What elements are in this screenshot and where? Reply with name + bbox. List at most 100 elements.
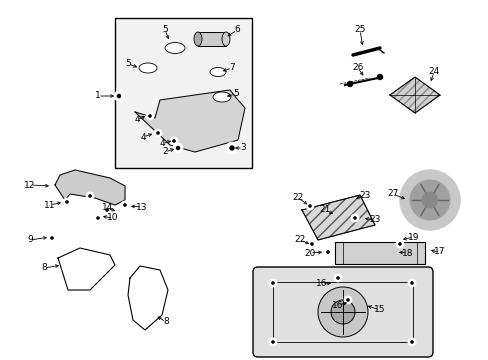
Circle shape bbox=[307, 240, 315, 248]
Circle shape bbox=[336, 276, 339, 280]
Text: 26: 26 bbox=[351, 63, 363, 72]
Circle shape bbox=[409, 340, 413, 344]
Text: 14: 14 bbox=[102, 203, 113, 212]
Text: 25: 25 bbox=[354, 26, 365, 35]
Text: 4: 4 bbox=[134, 116, 140, 125]
Text: 23: 23 bbox=[359, 190, 370, 199]
Ellipse shape bbox=[139, 63, 157, 73]
Circle shape bbox=[170, 137, 178, 145]
Circle shape bbox=[103, 206, 111, 214]
Circle shape bbox=[325, 250, 329, 254]
Circle shape bbox=[421, 192, 437, 208]
Text: 15: 15 bbox=[373, 306, 385, 315]
Ellipse shape bbox=[213, 92, 230, 102]
Ellipse shape bbox=[222, 32, 229, 46]
Text: 18: 18 bbox=[402, 248, 413, 257]
Circle shape bbox=[63, 198, 71, 206]
Circle shape bbox=[399, 170, 459, 230]
Circle shape bbox=[352, 216, 356, 220]
Circle shape bbox=[409, 281, 413, 285]
Circle shape bbox=[48, 234, 56, 242]
Text: 6: 6 bbox=[234, 26, 240, 35]
Circle shape bbox=[377, 75, 382, 80]
Text: 16: 16 bbox=[331, 301, 343, 310]
Ellipse shape bbox=[164, 42, 184, 54]
Circle shape bbox=[268, 338, 276, 346]
Circle shape bbox=[307, 204, 311, 208]
Text: 12: 12 bbox=[24, 180, 36, 189]
Text: 19: 19 bbox=[407, 233, 419, 242]
Circle shape bbox=[148, 114, 151, 118]
Bar bbox=[334, 242, 424, 264]
Circle shape bbox=[50, 236, 54, 240]
Circle shape bbox=[317, 287, 367, 337]
Circle shape bbox=[65, 200, 69, 204]
Circle shape bbox=[156, 131, 160, 135]
Text: 9: 9 bbox=[27, 235, 33, 244]
Text: 20: 20 bbox=[304, 248, 315, 257]
Circle shape bbox=[123, 203, 126, 207]
Text: 5: 5 bbox=[162, 26, 167, 35]
Circle shape bbox=[407, 338, 415, 346]
Circle shape bbox=[172, 139, 176, 143]
Circle shape bbox=[86, 192, 94, 200]
Circle shape bbox=[146, 112, 154, 120]
Circle shape bbox=[343, 296, 351, 304]
Circle shape bbox=[117, 94, 121, 98]
Bar bbox=[272, 282, 412, 342]
Text: 22: 22 bbox=[294, 235, 305, 244]
Text: 1: 1 bbox=[95, 91, 101, 100]
Text: 5: 5 bbox=[233, 90, 238, 99]
Text: 27: 27 bbox=[386, 189, 398, 198]
Text: 2: 2 bbox=[162, 148, 167, 157]
Polygon shape bbox=[135, 90, 244, 152]
Circle shape bbox=[88, 194, 92, 198]
Polygon shape bbox=[55, 170, 125, 205]
Polygon shape bbox=[389, 77, 439, 113]
Circle shape bbox=[173, 143, 183, 153]
Text: 8: 8 bbox=[41, 264, 47, 273]
Text: 3: 3 bbox=[240, 144, 245, 153]
Text: 13: 13 bbox=[136, 202, 147, 211]
Circle shape bbox=[114, 91, 124, 101]
Text: 24: 24 bbox=[427, 68, 439, 77]
Circle shape bbox=[409, 180, 449, 220]
Circle shape bbox=[96, 216, 100, 220]
Text: 7: 7 bbox=[229, 63, 234, 72]
Circle shape bbox=[397, 242, 401, 246]
Circle shape bbox=[121, 201, 129, 209]
Bar bbox=[115, 18, 251, 168]
Circle shape bbox=[407, 279, 415, 287]
Circle shape bbox=[229, 145, 234, 151]
Circle shape bbox=[175, 146, 180, 150]
Text: 4: 4 bbox=[140, 132, 145, 141]
Circle shape bbox=[94, 214, 102, 222]
Circle shape bbox=[305, 202, 313, 210]
Text: 21: 21 bbox=[319, 206, 330, 215]
Circle shape bbox=[333, 274, 341, 282]
Text: 11: 11 bbox=[44, 201, 56, 210]
Circle shape bbox=[225, 142, 238, 154]
Circle shape bbox=[350, 214, 358, 222]
Circle shape bbox=[324, 248, 331, 256]
Bar bbox=[198, 32, 225, 46]
Circle shape bbox=[330, 300, 354, 324]
Circle shape bbox=[309, 242, 313, 246]
Circle shape bbox=[271, 281, 274, 285]
Circle shape bbox=[268, 279, 276, 287]
Text: 23: 23 bbox=[368, 216, 380, 225]
Circle shape bbox=[271, 340, 274, 344]
Polygon shape bbox=[302, 195, 374, 240]
Ellipse shape bbox=[209, 68, 225, 77]
FancyBboxPatch shape bbox=[252, 267, 432, 357]
Text: 10: 10 bbox=[107, 213, 119, 222]
Text: 16: 16 bbox=[316, 279, 327, 288]
Text: 17: 17 bbox=[433, 248, 445, 256]
Circle shape bbox=[395, 240, 403, 248]
Circle shape bbox=[105, 208, 108, 212]
Text: 4: 4 bbox=[159, 139, 164, 148]
Text: 5: 5 bbox=[125, 59, 131, 68]
Circle shape bbox=[154, 129, 162, 137]
Circle shape bbox=[346, 298, 349, 302]
Text: 8: 8 bbox=[163, 318, 168, 327]
